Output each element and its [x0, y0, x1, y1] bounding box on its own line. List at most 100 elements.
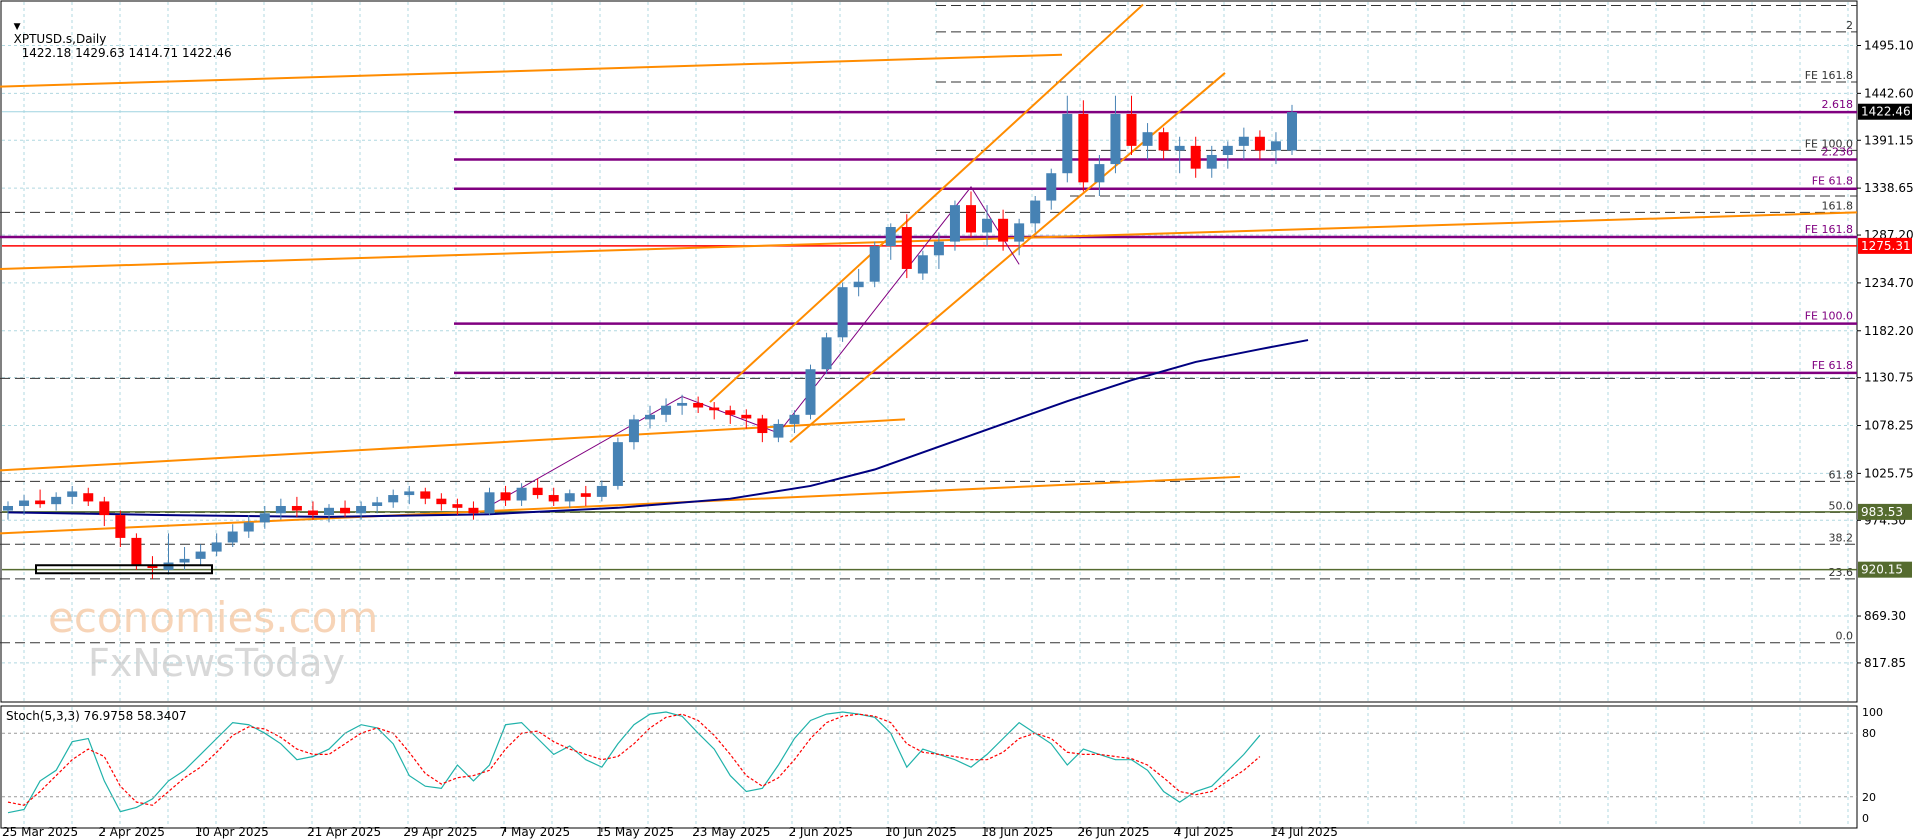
- candle-bull: [1174, 145, 1185, 151]
- stoch-main-line: [7, 711, 1261, 814]
- candle-bear: [1190, 145, 1201, 169]
- candle-bull: [19, 500, 30, 506]
- stoch-level-label: 100: [1862, 706, 1883, 719]
- candle-bear: [966, 205, 976, 233]
- stoch-frame: [0, 705, 1858, 829]
- time-tick-label: 23 May 2025: [692, 825, 770, 839]
- candle-bull: [837, 287, 848, 338]
- candle-bear: [131, 537, 142, 566]
- candle-bull: [1270, 141, 1281, 151]
- candle-bear: [420, 491, 431, 499]
- fib-level-label: FE 61.8: [1812, 175, 1853, 188]
- fib-dashed-levels: 2 FE 161.8 FE 100.0 161.8 61.8 50.0 38.2 23.6 0.…: [0, 4, 1857, 644]
- candle-bull: [982, 218, 993, 233]
- price-badge: [1858, 237, 1912, 254]
- stoch-signal-line: [7, 713, 1261, 806]
- price-tick-label: 1025.75: [1864, 466, 1914, 480]
- candle-bear: [83, 493, 94, 502]
- candle-bull: [388, 495, 399, 503]
- candle-bear: [340, 507, 351, 514]
- candle-bull: [324, 507, 334, 516]
- watermark-line2: FxNewsToday: [88, 641, 345, 685]
- stoch-level-label: 0: [1862, 812, 1869, 825]
- candle-bear: [757, 418, 768, 434]
- channel-line: [0, 475, 1241, 535]
- candle-bull: [821, 337, 832, 370]
- time-tick-label: 21 Apr 2025: [307, 825, 381, 839]
- candle-bull: [516, 487, 527, 501]
- time-tick-label: 4 Jul 2025: [1174, 825, 1234, 839]
- triangle-down-icon[interactable]: ▼: [13, 22, 21, 32]
- time-tick-label: 29 Apr 2025: [403, 825, 477, 839]
- candle-bear: [436, 498, 447, 505]
- candle-bull: [596, 485, 607, 497]
- candle-bear: [307, 510, 318, 516]
- candle-bear: [115, 515, 126, 538]
- candle-bull: [67, 491, 78, 497]
- fib-level-label: 2.236: [1822, 146, 1854, 159]
- time-tick-label: 15 May 2025: [596, 825, 674, 839]
- candle-bull: [356, 505, 367, 514]
- candle-bear: [901, 227, 912, 269]
- candle-bear: [147, 565, 158, 568]
- candle-bull: [628, 419, 639, 443]
- chart-header: ▼ XPTUSD.s,Daily 1422.18 1429.63 1414.71…: [6, 4, 232, 60]
- candle-bull: [564, 493, 575, 502]
- moving-average: [7, 339, 1309, 518]
- candle-bull: [372, 502, 383, 506]
- trend-channels: [0, 3, 1858, 535]
- candle-bear: [548, 495, 559, 502]
- price-tick-label: 1234.70: [1864, 276, 1914, 290]
- price-tick-label: 1338.65: [1864, 181, 1914, 195]
- candle-bull: [211, 542, 222, 552]
- price-badge-label: 920.15: [1861, 563, 1903, 577]
- fib-dashed-label: 23.6: [1829, 566, 1854, 579]
- candle-bear: [468, 507, 479, 514]
- candle-bear: [580, 493, 591, 497]
- main-frame: [0, 0, 1858, 703]
- candle-bull: [677, 402, 688, 406]
- time-tick-label: 26 Jun 2025: [1077, 825, 1149, 839]
- candle-bear: [1254, 136, 1265, 151]
- candle-bull: [3, 505, 13, 511]
- candle-bull: [645, 414, 655, 420]
- price-tick-label: 1078.25: [1864, 419, 1914, 433]
- candle-bull: [661, 405, 672, 415]
- candle-bear: [741, 414, 752, 419]
- price-tick-label: 817.85: [1864, 656, 1906, 670]
- stoch-level-label: 20: [1862, 791, 1876, 804]
- candle-bull: [885, 227, 896, 247]
- stoch-level-label: 80: [1862, 727, 1876, 740]
- candle-bull: [484, 492, 495, 514]
- candle-bull: [933, 241, 944, 256]
- price-tick-label: 1182.20: [1864, 324, 1914, 338]
- candle-bull: [1287, 112, 1297, 151]
- stochastic-panel: 100 80 20 0: [2, 706, 1883, 825]
- time-tick-label: 7 May 2025: [500, 825, 571, 839]
- fib-dashed-label: 50.0: [1829, 499, 1854, 512]
- candle-bull: [789, 414, 800, 424]
- fib-dashed-label: 0.0: [1836, 630, 1854, 643]
- candle-bull: [275, 505, 286, 514]
- candle-bear: [709, 407, 720, 411]
- candle-bull: [805, 369, 816, 415]
- price-badge-label: 983.53: [1861, 505, 1903, 519]
- candle-bear: [500, 492, 511, 501]
- price-tick-label: 1495.10: [1864, 38, 1914, 52]
- price-tick-label: 1391.15: [1864, 133, 1914, 147]
- watermark: economies.com FxNewsToday: [48, 593, 378, 685]
- candle-bear: [1126, 113, 1137, 146]
- chart-grid: [0, 0, 1858, 829]
- candle-bear: [725, 410, 736, 415]
- candle-bull: [1222, 145, 1233, 155]
- candle-bull: [853, 281, 864, 288]
- candle-bear: [1158, 132, 1169, 151]
- axes: 1495.101442.601391.151338.651287.201234.…: [2, 38, 1914, 839]
- candle-bull: [404, 491, 415, 496]
- candle-bear: [532, 487, 543, 496]
- ma-line: [7, 339, 1309, 518]
- time-tick-label: 25 Mar 2025: [2, 825, 78, 839]
- price-badges: 1422.46 1275.31 983.53 920.15: [1858, 103, 1912, 578]
- ohlc-values: 1422.18 1429.63 1414.71 1422.46: [21, 46, 232, 60]
